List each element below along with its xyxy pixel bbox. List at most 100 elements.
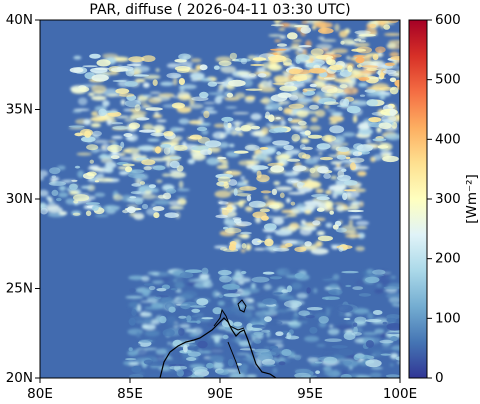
cloud-cell	[169, 200, 182, 207]
cloud-cell	[273, 52, 278, 56]
cloud-cell	[319, 276, 332, 279]
cloud-cell	[278, 361, 286, 366]
cloud-cell	[267, 63, 283, 71]
cloud-cell	[340, 373, 352, 378]
cloud-cell	[175, 289, 182, 293]
y-tick-label: 25N	[6, 281, 33, 297]
cloud-cell	[346, 105, 361, 114]
cloud-cell	[316, 230, 325, 236]
cloud-cell	[234, 127, 242, 131]
cloud-cell	[324, 353, 335, 357]
cloud-cell	[235, 92, 246, 99]
cloud-cell	[366, 99, 378, 107]
cloud-cell	[335, 205, 345, 212]
cloud-cell	[343, 207, 360, 211]
cloud-cell	[73, 108, 90, 112]
cloud-cell	[366, 268, 374, 275]
cloud-cell	[386, 323, 400, 331]
cloud-cell	[266, 339, 284, 343]
cloud-cell	[141, 55, 156, 62]
cloud-cell	[357, 232, 366, 239]
cloud-cell	[92, 130, 102, 137]
cloud-cell	[375, 46, 386, 53]
cloud-cell	[107, 144, 123, 153]
cloud-cell	[383, 286, 400, 290]
x-tick-label: 85E	[117, 386, 143, 402]
cloud-cell	[226, 92, 234, 98]
cloud-cell	[206, 362, 214, 369]
cloud-cell	[214, 342, 223, 347]
cloud-cell	[178, 78, 185, 85]
cloud-cell	[285, 76, 290, 82]
cloud-cell	[367, 312, 374, 320]
cloud-cell	[273, 181, 281, 186]
cloud-cell	[332, 193, 338, 199]
cloud-cell	[76, 152, 92, 156]
cloud-cell	[336, 150, 352, 157]
cloud-cell	[142, 94, 152, 98]
cloud-cell	[74, 165, 81, 169]
cloud-cell	[236, 181, 248, 187]
cloud-cell	[286, 197, 291, 203]
cloud-cell	[307, 134, 323, 139]
cloud-cell	[281, 239, 299, 245]
cloud-cell	[312, 220, 321, 226]
cloud-cell	[144, 306, 163, 310]
cloud-cell	[151, 204, 156, 207]
cloud-cell	[201, 350, 212, 354]
cloud-cell	[323, 101, 339, 105]
cloud-cell	[352, 115, 358, 123]
cloud-cell	[304, 209, 312, 215]
cloud-cell	[359, 70, 377, 74]
cloud-cell	[290, 43, 301, 46]
cloud-cell	[392, 303, 400, 307]
cloud-cell	[277, 92, 292, 99]
cloud-cell	[177, 354, 183, 357]
cloud-cell	[131, 308, 137, 317]
cloud-cell	[311, 25, 317, 30]
cloud-cell	[275, 116, 281, 120]
cloud-cell	[228, 143, 235, 148]
cloud-cell	[152, 79, 158, 86]
cloud-cell	[321, 296, 340, 301]
cloud-cell	[233, 150, 249, 154]
cloud-cell	[338, 30, 348, 38]
cloud-cell	[136, 117, 150, 121]
cloud-cell	[334, 78, 352, 83]
cloud-cell	[79, 86, 90, 92]
cloud-cell	[222, 334, 229, 340]
cloud-cell	[159, 315, 167, 324]
cloud-cell	[130, 191, 142, 195]
cloud-cell	[185, 269, 202, 274]
cloud-cell	[251, 238, 262, 246]
cloud-cell	[294, 246, 307, 253]
cloud-cell	[286, 285, 293, 293]
cloud-cell	[191, 374, 204, 378]
cloud-cell	[379, 95, 386, 100]
cloud-cell	[251, 165, 269, 170]
colorbar-tick-label: 400	[435, 131, 461, 147]
cloud-cell	[329, 121, 338, 125]
cloud-cell	[347, 209, 364, 213]
x-tick-label: 90E	[207, 386, 233, 402]
cloud-cell	[294, 372, 311, 378]
cloud-cell	[91, 74, 109, 82]
cloud-cell	[128, 173, 146, 179]
cloud-cell	[348, 219, 354, 227]
cloud-cell	[212, 328, 227, 333]
cloud-cell	[168, 364, 185, 367]
cloud-cell	[342, 360, 353, 365]
cloud-cell	[102, 53, 119, 59]
cloud-cell	[349, 81, 354, 89]
cloud-cell	[233, 188, 238, 196]
cloud-cell	[73, 55, 82, 60]
cloud-cell	[137, 304, 142, 312]
cloud-cell	[46, 195, 52, 201]
cloud-cell	[218, 294, 224, 299]
cloud-cell	[96, 173, 105, 178]
cloud-cell	[384, 133, 400, 141]
cloud-cell	[320, 39, 337, 42]
cloud-cell	[333, 54, 342, 58]
cloud-cell	[291, 206, 305, 214]
x-tick-label: 100E	[383, 386, 417, 402]
